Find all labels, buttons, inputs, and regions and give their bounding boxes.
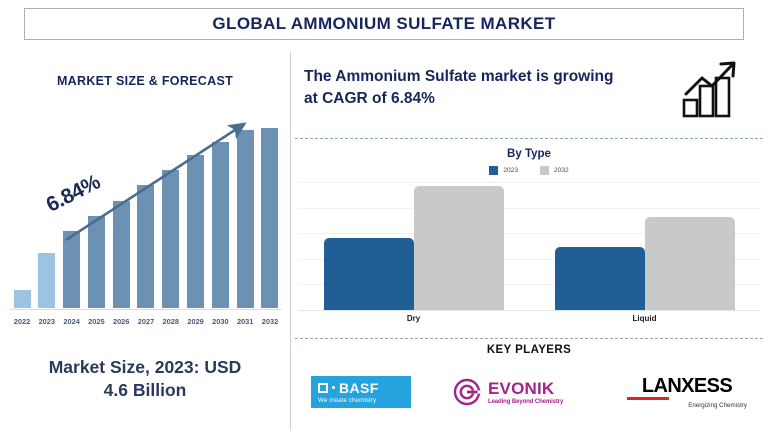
market-size-bar [112,201,130,308]
market-size-bars [10,124,282,308]
basf-square-icon [318,382,328,393]
market-size-x-tick: 2025 [88,316,105,326]
market-size-bar-column [258,124,282,308]
cagr-statement: The Ammonium Sulfate market is growing a… [304,66,674,110]
gridline [298,284,760,286]
basf-tagline: We create chemistry [318,396,377,404]
bytype-bar-2032 [413,185,504,310]
panel-divider [290,52,291,430]
market-size-x-tick: 2026 [112,316,130,326]
key-players-title: KEY PLAYERS [486,344,572,356]
market-size-x-tick: 2027 [137,316,155,326]
separator-top [295,138,763,139]
market-size-x-tick: 2024 [63,316,80,326]
market-size-bar [261,127,279,308]
gridline [298,207,760,209]
title-box: GLOBAL AMMONIUM SULFATE MARKET [24,8,744,40]
market-size-x-tick: 2031 [236,316,254,326]
left-panel: MARKET SIZE & FORECAST 2022 2023 2024 2025 2… [0,52,290,432]
right-panel: The Ammonium Sulfate market is growing a… [290,52,768,432]
lanxess-underline [627,396,669,400]
bytype-chart: Dry Liquid [298,182,760,332]
market-size-bar [187,155,205,308]
market-size-x-tick: 2030 [212,316,229,326]
market-size-bar-column [233,124,257,308]
market-size-axis-line [10,309,282,310]
bytype-bar-2023 [554,247,645,310]
market-size-line-1: Market Size, 2023: USD [48,357,242,377]
market-size-line-2: 4.6 Billion [103,380,187,401]
market-size-bar-column [109,124,133,308]
market-size-x-axis-labels: 2022 2023 2024 2025 2026 2027 2028 2029 2030 2031… [10,312,282,330]
market-size-x-tick: 2028 [162,316,179,326]
bar-chart-growth-icon [682,61,736,118]
market-size-bar [63,230,81,308]
market-size-bar-column [10,124,34,308]
logo-lanxess: LANXESS Energizing Chemistry [627,376,747,409]
bytype-gridlines [298,182,760,311]
bytype-category-label: Dry [406,314,421,323]
bytype-bar-groups [298,182,760,310]
bytype-bar-2032 [644,216,735,310]
evonik-mark-icon [453,378,481,406]
basf-dot-icon [332,386,335,389]
legend-item[interactable]: 2032 [540,166,569,175]
legend-swatch [489,166,499,175]
evonik-name: EVONIK [488,378,555,398]
market-size-bar [87,216,105,308]
legend-label: 2032 [554,167,569,174]
bytype-category-labels: Dry Liquid [298,314,760,323]
cagr-statement-line-1: The Ammonium Sulfate market is growing [304,68,614,85]
evonik-tagline: Leading Beyond Chemistry [488,398,564,405]
market-size-bar-column [208,124,232,308]
legend-swatch [540,166,549,175]
legend-label: 2023 [503,167,518,174]
market-size-bar [236,129,254,308]
market-size-x-tick: 2022 [13,316,31,326]
market-size-bar-column [134,124,158,308]
bytype-bar-2023 [323,238,414,310]
market-size-bar [162,170,180,308]
market-size-bar [38,252,56,308]
market-size-heading: MARKET SIZE & FORECAST [56,74,234,88]
logo-evonik: EVONIK Leading Beyond Chemistry [453,378,585,406]
market-size-bar [211,142,229,308]
key-players-logos: BASF We create chemistry EVONIK Leading … [290,364,768,420]
basf-name: BASF [339,379,379,396]
lanxess-name: LANXESS [641,374,733,397]
evonik-text: EVONIK Leading Beyond Chemistry [488,380,563,405]
growth-arrow-icon [65,122,247,242]
legend-item[interactable]: 2023 [489,166,518,175]
market-size-chart: 2022 2023 2024 2025 2026 2027 2028 2029 2030 2031… [10,124,282,336]
gridline [298,233,760,235]
market-size-x-tick: 2023 [38,316,56,326]
gridline [298,182,760,183]
lanxess-tagline: Energizing Chemistry [688,401,747,409]
market-size-bar-column [60,124,84,308]
market-size-value: Market Size, 2023: USD 4.6 Billion [0,356,290,402]
gridline [298,310,760,311]
market-size-bar-column [159,124,183,308]
separator-bottom [295,338,763,339]
market-size-bar-column [35,124,59,308]
market-size-bar-column [84,124,108,308]
market-size-x-tick: 2032 [261,316,279,326]
bytype-title: By Type [507,148,551,160]
market-size-bar [137,184,155,308]
bar-group-dry [319,182,509,310]
cagr-statement-line-2: at CAGR of 6.84% [304,90,435,107]
logo-basf: BASF We create chemistry [311,376,411,408]
basf-logo-row: BASF [318,381,404,395]
page-title: GLOBAL AMMONIUM SULFATE MARKET [212,14,556,33]
gridline [298,258,760,260]
bytype-category-label: Liquid [632,314,657,323]
market-size-bar [13,289,31,308]
market-size-x-tick: 2029 [187,316,204,326]
bytype-legend: 2023 2032 [290,166,768,175]
market-size-bar-column [184,124,208,308]
bar-group-liquid [550,182,740,310]
